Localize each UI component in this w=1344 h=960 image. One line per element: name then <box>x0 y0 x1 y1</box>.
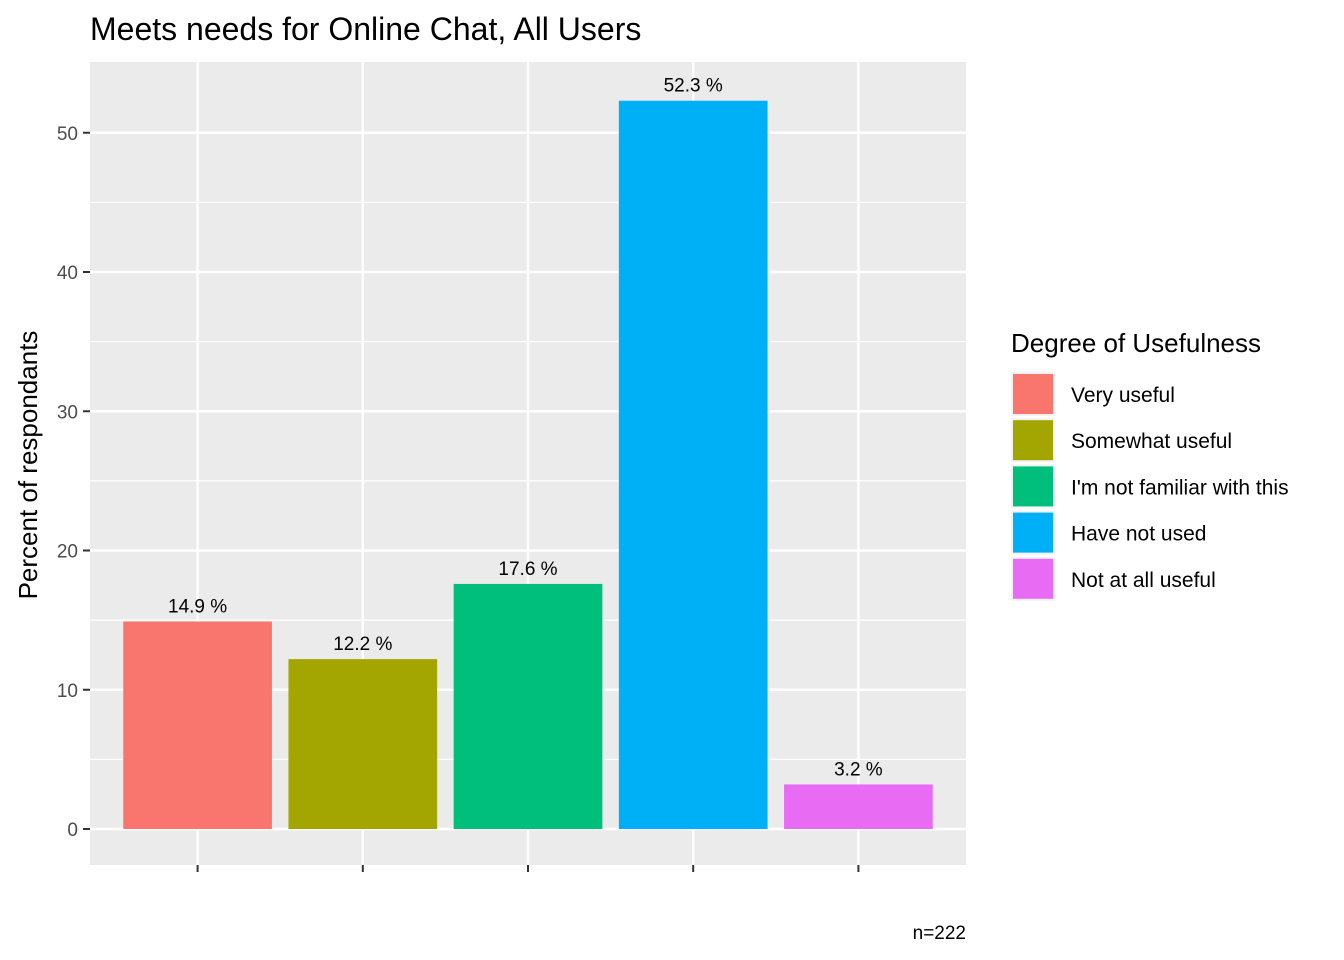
legend-entry-label: Very useful <box>1071 384 1175 407</box>
y-tick-label: 0 <box>67 820 78 841</box>
bar-data-label: 3.2 % <box>834 759 883 780</box>
bar-data-label: 17.6 % <box>498 559 557 580</box>
legend-title: Degree of Usefulness <box>1011 328 1261 358</box>
legend: Very useful Somewhat useful I'm not famili… <box>1011 372 1289 601</box>
y-tick-label: 10 <box>57 681 78 702</box>
legend-swatch <box>1013 374 1053 414</box>
chart-title: Meets needs for Online Chat, All Users <box>90 11 641 47</box>
bar-data-label: 12.2 % <box>333 634 392 655</box>
legend-entry-label: I'm not familiar with this <box>1071 476 1289 499</box>
legend-swatch <box>1013 558 1053 599</box>
y-tick-label: 20 <box>57 542 78 563</box>
y-axis-title: Percent of respondants <box>13 331 43 600</box>
bar-data-label: 14.9 % <box>168 597 227 618</box>
bar <box>784 784 933 829</box>
bar <box>288 659 438 829</box>
legend-entry-label: Have not used <box>1071 523 1206 546</box>
y-tick-label: 50 <box>57 124 78 145</box>
bar <box>123 621 272 829</box>
legend-swatch <box>1013 420 1053 461</box>
legend-entry-label: Not at all useful <box>1071 569 1216 592</box>
data-labels: 14.9 % 12.2 % 17.6 % 52.3 % 3.2 % <box>168 76 883 781</box>
x-axis <box>196 865 860 872</box>
y-tick-label: 40 <box>57 263 78 284</box>
bar <box>453 583 603 829</box>
bars <box>123 100 933 829</box>
legend-swatch <box>1013 512 1053 553</box>
sample-size-caption: n=222 <box>913 923 966 944</box>
bar <box>618 100 768 829</box>
y-axis: 0 10 20 30 40 50 <box>57 124 90 841</box>
bar-data-label: 52.3 % <box>664 76 723 97</box>
legend-swatch <box>1013 466 1053 507</box>
legend-entry-label: Somewhat useful <box>1071 430 1232 453</box>
y-tick-label: 30 <box>57 402 78 423</box>
